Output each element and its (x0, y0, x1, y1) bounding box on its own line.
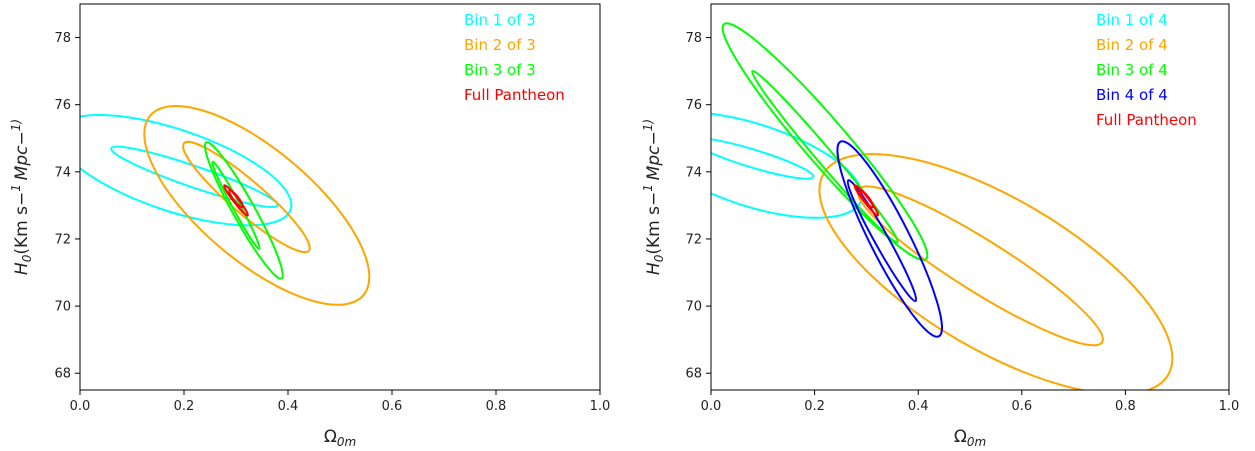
contour-bin-3-of-3-1sigma (211, 160, 261, 251)
x-tick-label: 0.4 (908, 399, 929, 414)
x-axis-label: Ω0m (954, 427, 986, 449)
contour-bin-1-of-3-1sigma (110, 145, 279, 209)
legend-bin-4-of-4: Bin 4 of 4 (1096, 86, 1168, 104)
x-tick-label: 1.0 (590, 399, 611, 414)
x-axis-label: Ω0m (324, 427, 356, 449)
y-tick-label: 70 (54, 300, 71, 315)
legend-bin-3-of-3: Bin 3 of 3 (464, 61, 536, 79)
legend-bin-3-of-4: Bin 3 of 4 (1096, 61, 1168, 79)
contour-bin-3-of-4-2sigma (721, 22, 929, 261)
legend-full-pantheon: Full Pantheon (1096, 111, 1197, 129)
contour-bin-3-of-3-2sigma (203, 141, 284, 280)
y-tick-label: 78 (685, 31, 702, 46)
y-axis-label: H0(Km s−1 Mpc−1) (641, 119, 666, 275)
y-tick-label: 76 (685, 98, 702, 113)
contour-layer (711, 22, 1174, 390)
left-panel: 0.0 0.2 0.4 0.6 0.8 1.0 68 70 72 74 76 78 Ω0m H0(Km s… (9, 3, 611, 449)
contour-bin-1-of-3-2sigma (80, 113, 293, 227)
x-tick-label: 0.0 (70, 399, 91, 414)
right-panel: 0.0 0.2 0.4 0.6 0.8 1.0 68 70 72 74 76 78 Ω0m H0(Km s… (641, 3, 1240, 449)
y-tick-label: 78 (54, 31, 71, 46)
contour-full-pantheon-2sigma (223, 184, 249, 217)
contour-bin-3-of-4-1sigma (751, 69, 899, 244)
legend-bin-2-of-3: Bin 2 of 3 (464, 36, 536, 54)
y-tick-label: 72 (685, 232, 702, 247)
contour-bin-2-of-3-1sigma (182, 140, 311, 254)
contour-bin-4-of-4-1sigma (846, 179, 918, 303)
y-tick-label: 74 (54, 165, 71, 180)
y-tick-label: 68 (54, 367, 71, 382)
x-tick-label: 0.0 (701, 399, 722, 414)
y-tick-label: 76 (54, 98, 71, 113)
x-tick-label: 0.6 (1011, 399, 1032, 414)
x-tick-label: 0.2 (174, 399, 195, 414)
contour-full-pantheon-2sigma (853, 184, 880, 217)
contour-bin-2-of-3-2sigma (143, 104, 371, 306)
legend-bin-2-of-4: Bin 2 of 4 (1096, 36, 1168, 54)
contour-bin-1-of-4-2sigma (711, 111, 863, 219)
axes-frame (710, 3, 1230, 391)
legend-full-pantheon: Full Pantheon (464, 86, 565, 104)
contour-bin-2-of-4-2sigma (818, 153, 1174, 390)
y-tick-label: 68 (685, 367, 702, 382)
y-tick-label: 70 (685, 300, 702, 315)
y-tick-label: 72 (54, 232, 71, 247)
y-tick-label: 74 (685, 165, 702, 180)
x-tick-label: 0.6 (382, 399, 403, 414)
x-tick-label: 0.2 (804, 399, 825, 414)
legend-bin-1-of-4: Bin 1 of 4 (1096, 11, 1168, 29)
x-tick-label: 0.8 (486, 399, 507, 414)
x-tick-label: 0.4 (278, 399, 299, 414)
contour-layer (80, 104, 371, 306)
contour-bin-1-of-4-1sigma (711, 137, 815, 180)
axes-frame (79, 3, 601, 391)
x-tick-label: 1.0 (1219, 399, 1240, 414)
contour-bin-2-of-4-1sigma (856, 185, 1104, 347)
x-tick-label: 0.8 (1115, 399, 1136, 414)
legend-bin-1-of-3: Bin 1 of 3 (464, 11, 536, 29)
contour-bin-4-of-4-2sigma (836, 140, 943, 338)
y-axis-label: H0(Km s−1 Mpc−1) (9, 119, 34, 275)
